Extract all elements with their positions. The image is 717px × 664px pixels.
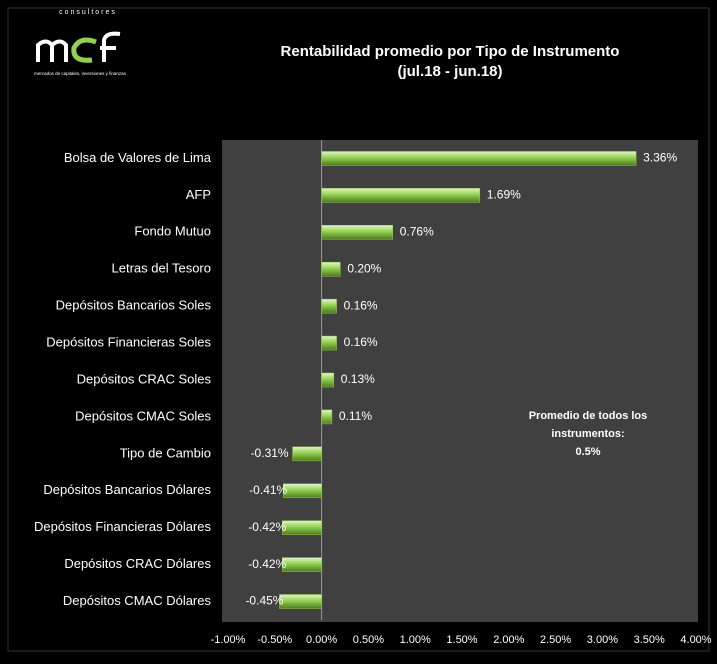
value-label: -0.45%: [245, 594, 283, 608]
bar: [282, 520, 322, 535]
value-label: -0.41%: [249, 483, 287, 497]
bar: [321, 188, 481, 203]
annotation: Promedio de todos los: [529, 410, 648, 422]
value-label: -0.42%: [248, 520, 286, 534]
bar: [321, 261, 341, 277]
value-label: 0.16%: [344, 335, 378, 349]
y-tick-label: Bolsa de Valores de Lima: [64, 150, 212, 165]
bar: [321, 409, 333, 425]
bar: [321, 151, 637, 166]
bar: [279, 594, 322, 609]
value-label: 0.13%: [341, 372, 375, 386]
x-tick-label: -0.50%: [257, 634, 292, 646]
value-label: -0.42%: [248, 557, 286, 571]
y-tick-label: Depósitos CRAC Soles: [77, 371, 212, 386]
value-label: 0.16%: [344, 298, 378, 312]
chart-subtitle: (jul.18 - jun.18): [397, 63, 502, 80]
bar: [292, 446, 322, 462]
y-tick-label: Depósitos CMAC Soles: [75, 408, 211, 423]
annotation: instrumentos:: [551, 428, 624, 440]
logo-mark: [71, 37, 97, 63]
x-tick-label: 2.50%: [540, 634, 571, 646]
annotation: 0.5%: [575, 446, 600, 458]
y-tick-label: Tipo de Cambio: [120, 445, 211, 460]
logo-top: consultores: [59, 9, 117, 16]
y-tick-label: Letras del Tesoro: [112, 261, 212, 276]
y-tick-label: Depósitos CMAC Dólares: [63, 593, 212, 608]
logo-mark: [36, 39, 68, 62]
value-label: -0.31%: [251, 446, 289, 460]
x-tick-label: 1.00%: [400, 634, 431, 646]
x-tick-label: 0.50%: [353, 634, 384, 646]
value-label: 3.36%: [643, 151, 677, 165]
bar: [321, 225, 393, 240]
plot-area: [222, 140, 698, 622]
y-tick-label: AFP: [186, 187, 211, 202]
x-tick-label: 3.00%: [587, 634, 618, 646]
x-tick-label: 0.00%: [306, 634, 337, 646]
y-tick-label: Depósitos Bancarios Dólares: [43, 482, 211, 497]
value-label: 0.76%: [400, 224, 434, 238]
y-tick-label: Depósitos Bancarios Soles: [56, 298, 212, 313]
value-label: 0.11%: [339, 409, 372, 423]
bar: [282, 483, 322, 499]
x-tick-label: -1.00%: [211, 634, 246, 646]
chart-title: Rentabilidad promedio por Tipo de Instru…: [281, 43, 620, 60]
frame: [7, 7, 710, 652]
logo-tagline: mercados de capitales, inversiones y fin…: [34, 71, 127, 76]
y-tick-label: Depósitos CRAC Dólares: [64, 556, 211, 571]
value-label: 0.20%: [347, 261, 381, 275]
x-tick-label: 4.00%: [680, 634, 711, 646]
bar: [321, 298, 337, 314]
bar: [321, 335, 337, 351]
bar: [282, 557, 322, 572]
value-label: 1.69%: [487, 188, 521, 202]
logo: consultores mercados de capitales, inver…: [34, 9, 127, 76]
x-tick-label: 2.00%: [493, 634, 524, 646]
x-tick-label: 3.50%: [634, 634, 665, 646]
y-tick-label: Depósitos Financieras Dólares: [34, 519, 212, 534]
y-tick-label: Depósitos Financieras Soles: [46, 335, 211, 350]
bar: [321, 372, 335, 388]
y-tick-label: Fondo Mutuo: [134, 224, 211, 239]
logo-mark: [100, 31, 121, 62]
x-tick-label: 1.50%: [446, 634, 477, 646]
